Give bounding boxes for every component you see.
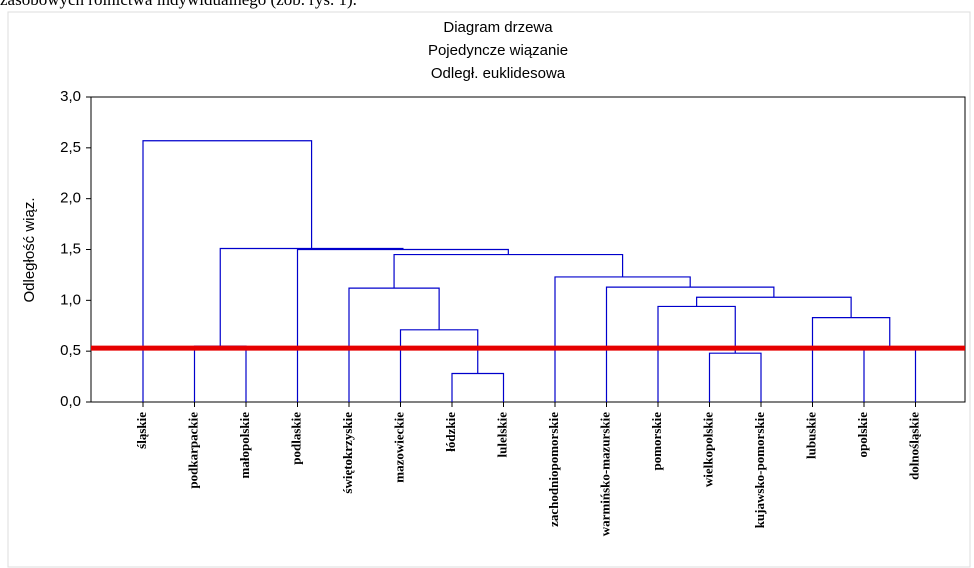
x-tick-label: podkarpackie	[185, 412, 200, 489]
x-tick-label: warmińsko-mazurskie	[597, 412, 612, 536]
x-tick-label: pomorskie	[649, 412, 664, 471]
y-tick-label: 1,0	[60, 291, 81, 308]
merge-link	[605, 286, 775, 402]
x-tick-label: opolskie	[855, 412, 870, 458]
x-tick-label: kujawsko-pomorskie	[752, 412, 767, 529]
x-tick-label: lulelskie	[494, 412, 509, 458]
x-tick-label: lubuskie	[803, 412, 818, 459]
chart-subtitle: Odległ. euklidesowa	[431, 65, 566, 82]
x-tick-label: małopolskie	[237, 412, 252, 479]
x-tick-label: wielkopolskie	[700, 412, 715, 487]
chart-frame	[7, 11, 971, 568]
x-tick-label: mazowieckie	[391, 412, 406, 483]
x-tick-label: śląskie	[134, 412, 149, 449]
merge-link	[142, 140, 313, 402]
chart-title: Diagram drzewa	[443, 19, 553, 36]
y-axis-label: Odległość wiąz.	[21, 197, 38, 302]
y-tick-label: 0,5	[60, 342, 81, 359]
x-tick-label: łódzkie	[443, 412, 458, 452]
chart-subtitle: Pojedyncze wiązanie	[428, 42, 568, 59]
x-tick-label: świętokrzyskie	[340, 412, 355, 494]
x-tick-label: zachodniopomorskie	[546, 412, 561, 527]
y-tick-label: 2,5	[60, 139, 81, 156]
y-tick-label: 0,0	[60, 393, 81, 410]
merge-link	[399, 329, 479, 402]
y-tick-label: 1,5	[60, 240, 81, 257]
merge-link	[811, 317, 891, 402]
y-tick-label: 3,0	[60, 88, 81, 105]
x-tick-label: podlaskie	[288, 412, 303, 465]
x-tick-label: dolnośląskie	[906, 412, 921, 480]
text-above: zasobowych rolnictwa indywidualnego (zob…	[0, 0, 357, 9]
y-tick-label: 2,0	[60, 190, 81, 207]
